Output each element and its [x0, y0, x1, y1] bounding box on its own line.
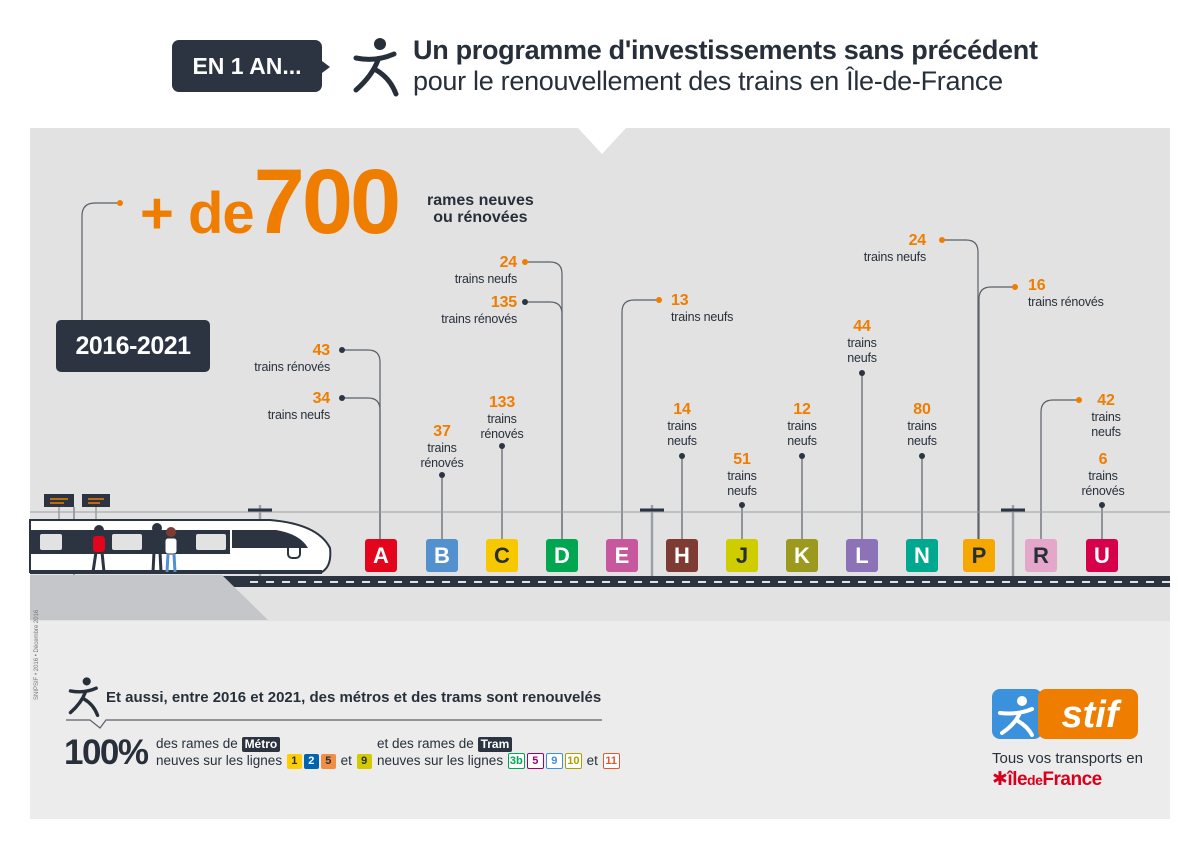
line-l-label: 44 trains neufs	[847, 318, 877, 365]
metro-badge-1: 1	[286, 753, 302, 769]
tram-badge-9: 9	[545, 753, 563, 770]
line-badge-k: K	[786, 539, 818, 572]
panel-notch	[578, 128, 626, 154]
percent-value: 100%	[64, 733, 149, 772]
line-d-renovated-label: 135 trains rénovés	[441, 294, 517, 326]
line-badge-e: E	[606, 539, 638, 572]
runner-logo-icon	[353, 38, 399, 97]
period-text: 2016-2021	[75, 331, 191, 360]
metro-line-1: des rames de Métro	[156, 734, 281, 753]
tram-badge-5: 5	[526, 753, 544, 770]
tram-badge-3b: 3b	[507, 753, 525, 770]
bottom-divider	[66, 719, 602, 729]
line-r-label: 42 trains neufs	[1091, 392, 1121, 439]
line-a-new-label: 34 trains neufs	[267, 390, 330, 422]
tram-badge-10: 10	[564, 753, 582, 770]
line-k-label: 12 trains neufs	[787, 401, 817, 448]
line-p-new-label: 24 trains neufs	[863, 232, 926, 264]
period-badge: 2016-2021	[56, 320, 210, 372]
headline-value: 700	[253, 151, 401, 253]
tram-tag: Tram	[477, 737, 513, 752]
tram-badge-11: 11	[602, 753, 620, 770]
tram-line-2: neuves sur les lignes 3b 5 9 10 et 11	[377, 751, 621, 770]
line-badge-a: A	[365, 539, 397, 572]
line-a-renovated-label: 43 trains rénovés	[254, 342, 330, 374]
line-badge-l: L	[846, 539, 878, 572]
line-b-label: 37 trains rénovés	[420, 423, 464, 470]
headline-number: + de700	[140, 150, 401, 255]
line-badge-n: N	[906, 539, 938, 572]
line-badge-c: C	[486, 539, 518, 572]
line-h-label: 14 trains neufs	[667, 401, 697, 448]
line-j-label: 51 trains neufs	[727, 451, 757, 498]
line-badge-d: D	[546, 539, 578, 572]
metro-badge-5: 5	[320, 753, 336, 769]
line-badge-b: B	[426, 539, 458, 572]
stif-logo-icon: stif	[992, 689, 1138, 739]
headline-caption-line-1: rames neuves	[427, 192, 534, 209]
metro-badge-9: 9	[356, 753, 372, 769]
line-n-label: 80 trains neufs	[907, 401, 937, 448]
svg-text:stif: stif	[1062, 694, 1122, 736]
line-e-label: 13 trains neufs	[671, 292, 734, 324]
line-p-renovated-label: 16 trains rénovés	[1028, 277, 1104, 309]
header-badge: EN 1 AN...	[172, 40, 322, 92]
runner-small-icon	[68, 677, 100, 717]
also-text: Et aussi, entre 2016 et 2021, des métros…	[106, 689, 602, 706]
footnote: SNIPSIF • 2016 • Décembre 2016	[34, 609, 40, 700]
headline-caption-line-2: ou rénovées	[433, 209, 528, 226]
headline-prefix: + de	[140, 181, 255, 246]
tram-line-1: et des rames de Tram	[377, 734, 513, 753]
region-logo: ✱îledeFrance	[992, 769, 1102, 790]
header-badge-text: EN 1 AN...	[192, 52, 302, 79]
metro-badge-2: 2	[303, 753, 319, 769]
line-badge-r: R	[1025, 539, 1057, 572]
line-badge-j: J	[726, 539, 758, 572]
line-c-label: 133 trains rénovés	[480, 394, 524, 441]
line-d-new-label: 24 trains neufs	[454, 254, 517, 286]
headline-caption: rames neuves ou rénovées	[427, 192, 534, 226]
title-line-2: pour le renouvellement des trains en Île…	[413, 66, 1003, 96]
metro-tag: Métro	[241, 737, 281, 752]
stif-slogan: Tous vos transports en	[992, 750, 1143, 767]
line-badge-h: H	[666, 539, 698, 572]
line-u-label: 6 trains rénovés	[1081, 451, 1125, 498]
line-badge-p: P	[963, 539, 995, 572]
title-line-1: Un programme d'investissements sans préc…	[413, 35, 1038, 65]
header-badge-tail	[318, 58, 330, 76]
train-illustration	[29, 519, 332, 574]
line-badge-u: U	[1086, 539, 1118, 572]
